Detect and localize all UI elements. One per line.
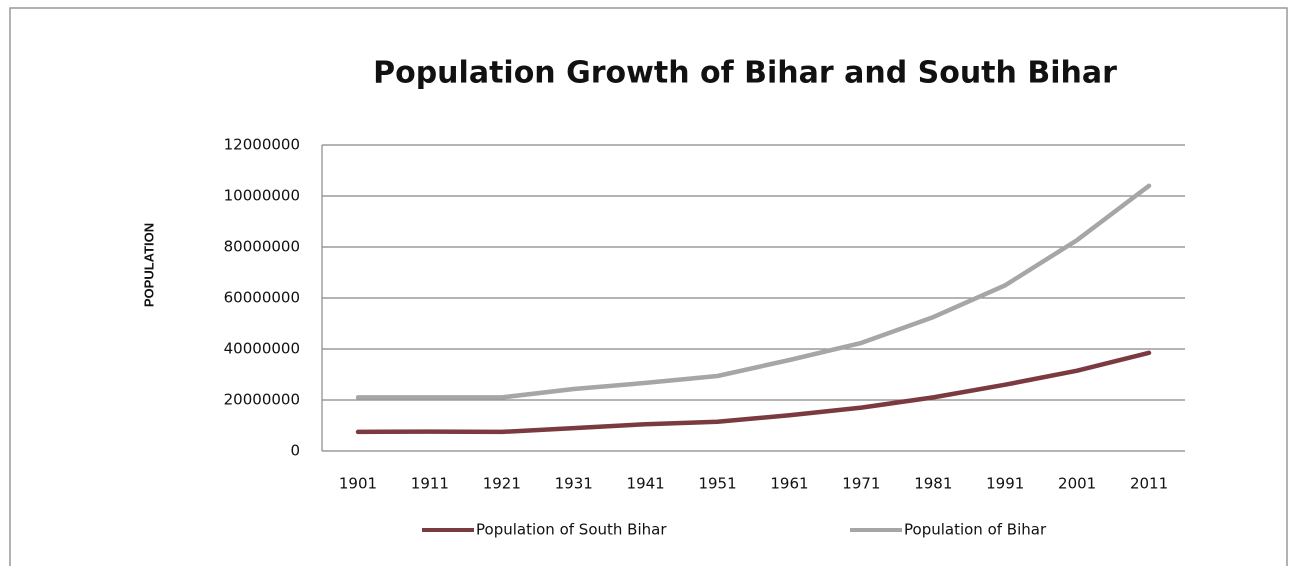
x-tick-label: 2011 <box>1130 475 1168 493</box>
y-axis-title: POPULATION <box>141 223 156 307</box>
y-tick-label: 80000000 <box>224 238 300 256</box>
x-tick-label: 2001 <box>1058 475 1096 493</box>
y-tick-label: 0 <box>290 442 300 460</box>
x-tick-label: 1951 <box>698 475 736 493</box>
legend-label: Population of Bihar <box>904 521 1047 539</box>
x-tick-label: 1971 <box>842 475 880 493</box>
y-tick-label: 40000000 <box>224 340 300 358</box>
data-line <box>355 183 1152 400</box>
x-tick-label: 1941 <box>627 475 665 493</box>
data-line <box>355 350 1152 435</box>
x-tick-label: 1981 <box>914 475 952 493</box>
y-tick-label: 20000000 <box>224 391 300 409</box>
y-tick-label: 10000000 <box>224 187 300 205</box>
chart-frame <box>9 7 1288 566</box>
x-tick-label: 1991 <box>986 475 1024 493</box>
x-tick-label: 1911 <box>411 475 449 493</box>
x-tick-label: 1961 <box>770 475 808 493</box>
y-tick-label: 12000000 <box>224 136 300 154</box>
y-tick-label: 60000000 <box>224 289 300 307</box>
x-tick-label: 1931 <box>555 475 593 493</box>
legend-label: Population of South Bihar <box>476 521 667 539</box>
chart-title: Population Growth of Bihar and South Bih… <box>373 56 1117 91</box>
x-tick-label: 1901 <box>339 475 377 493</box>
x-tick-label: 1921 <box>483 475 521 493</box>
